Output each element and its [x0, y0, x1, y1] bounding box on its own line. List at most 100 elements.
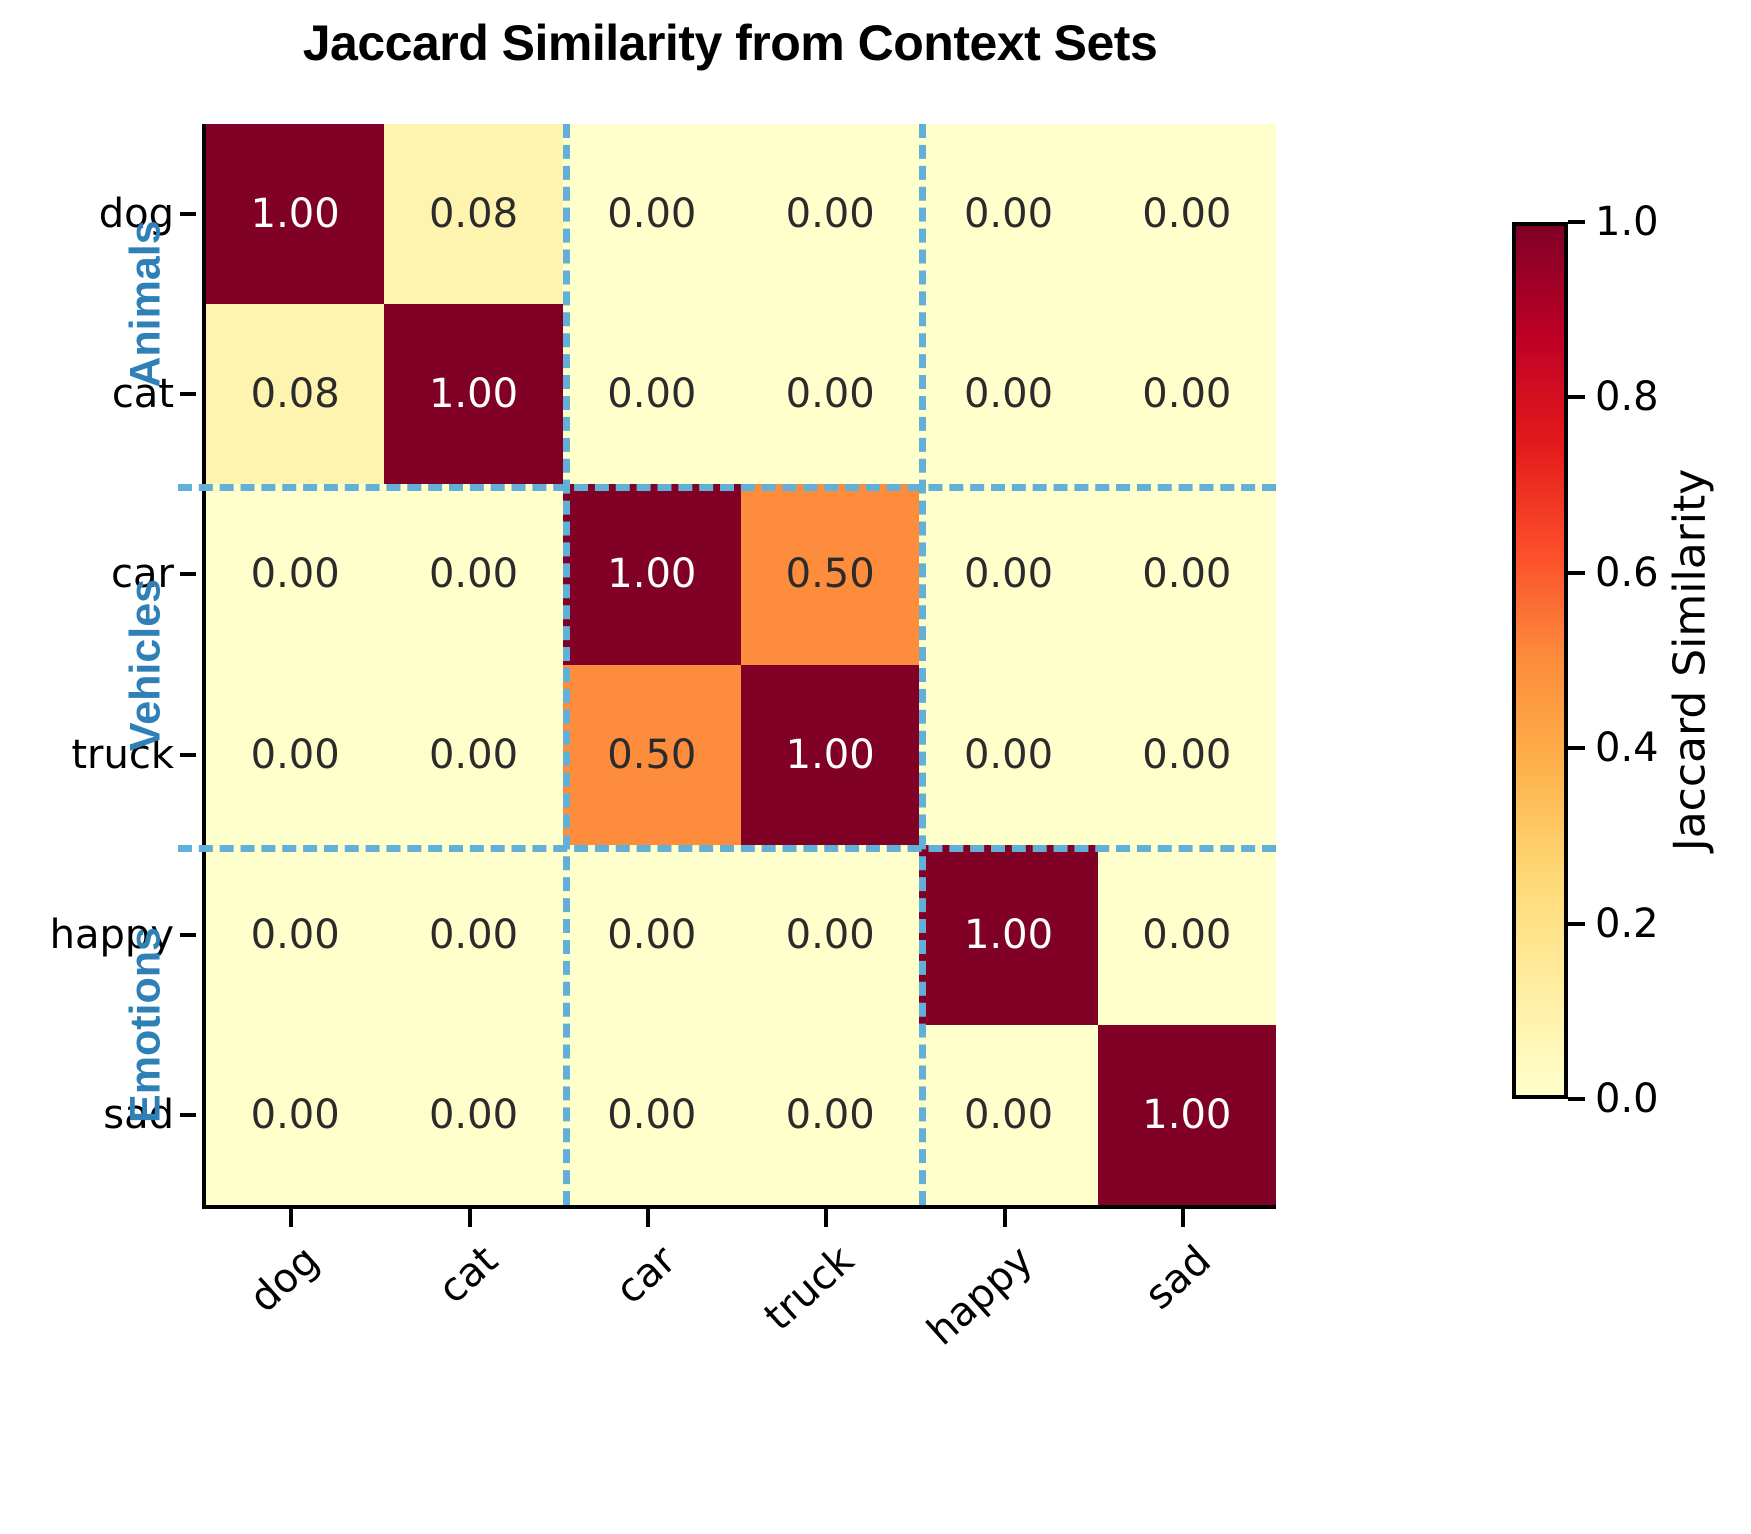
heatmap-cell: 0.00: [919, 124, 1098, 305]
group-label-vehicles: Vehicles: [121, 578, 170, 751]
heatmap-plot-area: 1.00 0.08 0.00 0.00 0.00 0.00 0.08 1.00 0.00 0.00…: [178, 124, 1276, 1209]
heatmap-cell: 0.00: [1097, 304, 1276, 485]
heatmap-cell-value: 0.00: [428, 911, 519, 958]
y-tick-mark: [180, 1112, 196, 1117]
y-tick-label-truck: truck: [71, 731, 174, 778]
heatmap-cell: 0.00: [740, 304, 920, 485]
y-tick-mark: [180, 752, 196, 757]
heatmap-cell: 0.00: [562, 304, 741, 485]
heatmap-cell-value: 0.00: [963, 1091, 1054, 1138]
colorbar-tick-mark: [1568, 220, 1585, 224]
heatmap-cell-value: 0.00: [607, 911, 697, 958]
heatmap-cell: 0.00: [1097, 844, 1276, 1025]
colorbar-tick-label: 0.8: [1595, 374, 1659, 421]
heatmap-cell-value: 0.00: [250, 1091, 340, 1138]
heatmap-cell-value: 1.00: [785, 731, 875, 778]
y-tick-mark: [180, 572, 196, 577]
colorbar-tick-mark: [1568, 570, 1585, 575]
colorbar-tick-mark: [1568, 395, 1585, 400]
heatmap-cell-value: 0.00: [963, 191, 1054, 238]
heatmap-cell: 0.50: [740, 484, 920, 665]
colorbar: 0.0 0.2 0.4 0.6 0.8 1.0: [1512, 199, 1659, 1122]
colorbar-gradient: [1512, 222, 1568, 1099]
heatmap-cell: 0.00: [206, 664, 385, 845]
heatmap-cell-value: 0.00: [607, 1091, 697, 1138]
heatmap-cell: 0.08: [206, 304, 385, 485]
y-tick-label-car: car: [111, 551, 174, 598]
heatmap-cell: 0.00: [919, 484, 1098, 665]
heatmap-cell-value: 0.00: [1142, 371, 1232, 418]
x-axis: dog cat car truck happy sad: [202, 1209, 1272, 1409]
heatmap-cell-value: 0.08: [428, 191, 519, 238]
heatmap-cell-value: 0.00: [963, 731, 1054, 778]
heatmap-cell-value: 0.00: [250, 911, 340, 958]
heatmap-cell: 1.00: [1097, 1024, 1276, 1205]
heatmap-cell: 0.00: [384, 484, 563, 665]
heatmap-cell: 0.00: [740, 844, 920, 1025]
heatmap-cell-value: 0.00: [428, 551, 519, 598]
y-tick-label-happy: happy: [49, 911, 174, 958]
page-title: Jaccard Similarity from Context Sets: [302, 15, 1158, 71]
heatmap-cell-value: 0.00: [785, 911, 875, 958]
colorbar-tick-mark: [1568, 746, 1585, 751]
heatmap-cell: 1.00: [740, 664, 920, 845]
heatmap-cell-value: 0.00: [250, 731, 340, 778]
heatmap-cell-value: 0.00: [1142, 731, 1232, 778]
y-tick-label-sad: sad: [103, 1091, 174, 1138]
colorbar-tick-label: 0.2: [1595, 900, 1659, 947]
heatmap-cell: 0.00: [384, 1024, 563, 1205]
heatmap-cell: 0.00: [1097, 664, 1276, 845]
x-tick-label-sad: sad: [1136, 1237, 1220, 1319]
colorbar-tick-label: 0.6: [1595, 549, 1659, 596]
heatmap-cell-value: 0.00: [785, 1091, 875, 1138]
heatmap-cell: 0.50: [562, 664, 741, 845]
heatmap-cell: 0.00: [1097, 124, 1276, 305]
heatmap-cell: 0.00: [740, 124, 920, 305]
heatmap-cell: 0.00: [384, 844, 563, 1025]
heatmap-cell-value: 0.00: [1142, 551, 1232, 598]
heatmap-cell-value: 0.00: [1142, 911, 1232, 958]
heatmap-cell: 0.00: [1097, 484, 1276, 665]
heatmap-cell: 1.00: [562, 484, 741, 665]
x-tick-mark: [1002, 1209, 1007, 1227]
heatmap-cell: 1.00: [384, 304, 563, 485]
heatmap-cell: 0.00: [384, 664, 563, 845]
x-tick-mark: [289, 1209, 294, 1227]
x-tick-label-happy: happy: [918, 1237, 1042, 1355]
heatmap-grid: 1.00 0.08 0.00 0.00 0.00 0.00 0.08 1.00 0.00 0.00…: [206, 124, 1276, 1205]
heatmap-cell-value: 0.00: [785, 191, 875, 238]
heatmap-cell: 0.00: [919, 304, 1098, 485]
x-tick-label-cat: cat: [429, 1237, 507, 1313]
y-tick-label-dog: dog: [98, 191, 174, 238]
heatmap-cell-value: 0.00: [963, 371, 1054, 418]
heatmap-cell: 0.00: [919, 664, 1098, 845]
colorbar-tick-label: 0.0: [1595, 1076, 1659, 1122]
colorbar-axis-label: Jaccard Similarity: [1664, 468, 1716, 852]
heatmap-cell: 0.00: [562, 124, 741, 305]
heatmap-cell: 0.08: [384, 124, 563, 305]
heatmap-cell: 0.00: [740, 1024, 920, 1205]
group-label-emotions: Emotions: [121, 926, 170, 1123]
x-tick-mark: [1180, 1209, 1185, 1227]
heatmap-cell-value: 1.00: [428, 371, 519, 418]
x-tick-mark: [467, 1209, 472, 1227]
heatmap-cell-value: 1.00: [963, 911, 1054, 958]
x-tick-label-dog: dog: [241, 1237, 328, 1322]
heatmap-cell: 0.00: [562, 1024, 741, 1205]
heatmap-cell-value: 0.00: [428, 1091, 519, 1138]
y-tick-mark: [180, 932, 196, 937]
group-label-animals: Animals: [121, 220, 170, 388]
heatmap-cell: 0.00: [562, 844, 741, 1025]
colorbar-tick-mark: [1568, 921, 1585, 926]
heatmap-cell: 0.00: [206, 844, 385, 1025]
heatmap-cell-value: 0.08: [250, 371, 340, 418]
heatmap-cell-value: 0.00: [1142, 191, 1232, 238]
heatmap-cell-value: 0.00: [785, 371, 875, 418]
heatmap-cell-value: 0.00: [963, 551, 1054, 598]
heatmap-cell-value: 1.00: [250, 191, 340, 238]
heatmap-cell-value: 1.00: [1142, 1091, 1232, 1138]
colorbar-tick-label: 0.4: [1595, 725, 1659, 772]
heatmap-cell-value: 0.00: [250, 551, 340, 598]
x-tick-mark: [824, 1209, 829, 1227]
heatmap-cell-value: 0.00: [607, 191, 697, 238]
